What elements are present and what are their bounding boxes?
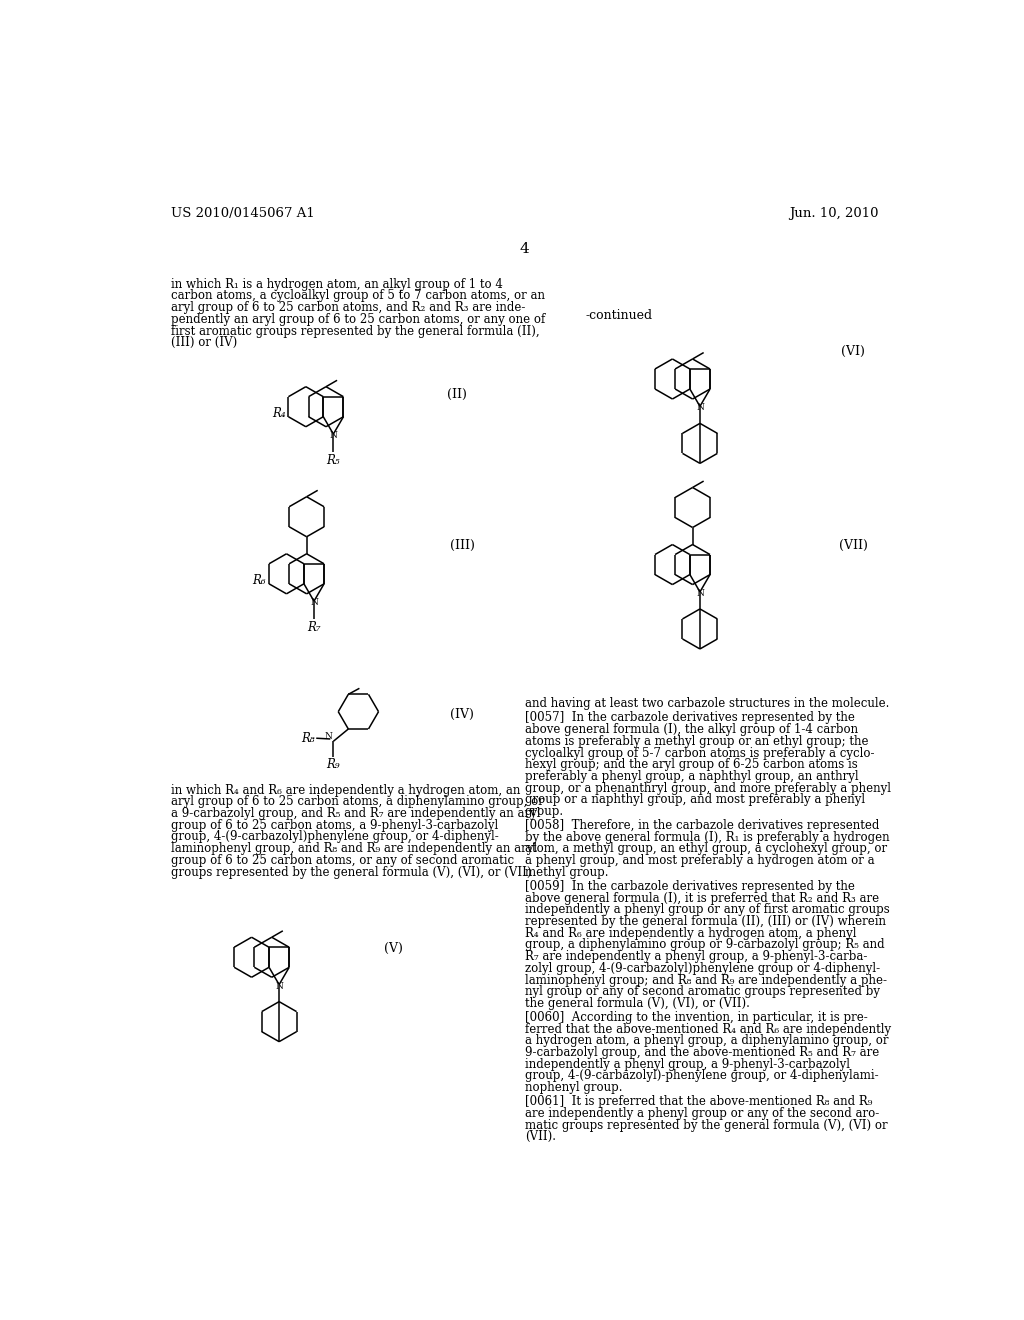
- Text: [0058]  Therefore, in the carbazole derivatives represented: [0058] Therefore, in the carbazole deriv…: [524, 820, 880, 832]
- Text: (III): (III): [450, 539, 474, 552]
- Text: 4: 4: [520, 242, 529, 256]
- Text: atoms is preferably a methyl group or an ethyl group; the: atoms is preferably a methyl group or an…: [524, 735, 868, 748]
- Text: are independently a phenyl group or any of the second aro-: are independently a phenyl group or any …: [524, 1107, 879, 1119]
- Text: methyl group.: methyl group.: [524, 866, 608, 879]
- Text: group of 6 to 25 carbon atoms, a 9-phenyl-3-carbazolyl: group of 6 to 25 carbon atoms, a 9-pheny…: [171, 818, 498, 832]
- Text: (II): (II): [447, 388, 467, 401]
- Text: Jun. 10, 2010: Jun. 10, 2010: [788, 207, 879, 220]
- Text: represented by the general formula (II), (III) or (IV) wherein: represented by the general formula (II),…: [524, 915, 886, 928]
- Text: R₅: R₅: [327, 454, 340, 466]
- Text: N: N: [275, 982, 283, 990]
- Text: [0060]  According to the invention, in particular, it is pre-: [0060] According to the invention, in pa…: [524, 1011, 867, 1024]
- Text: a 9-carbazolyl group, and R₅ and R₇ are independently an aryl: a 9-carbazolyl group, and R₅ and R₇ are …: [171, 807, 540, 820]
- Text: R₇: R₇: [307, 620, 321, 634]
- Text: N: N: [325, 731, 333, 741]
- Text: group, 4-(9-carbazolyl)phenylene group, or 4-diphenyl-: group, 4-(9-carbazolyl)phenylene group, …: [171, 830, 499, 843]
- Text: zolyl group, 4-(9-carbazolyl)phenylene group or 4-diphenyl-: zolyl group, 4-(9-carbazolyl)phenylene g…: [524, 962, 880, 974]
- Text: 9-carbazolyl group, and the above-mentioned R₅ and R₇ are: 9-carbazolyl group, and the above-mentio…: [524, 1045, 879, 1059]
- Text: matic groups represented by the general formula (V), (VI) or: matic groups represented by the general …: [524, 1118, 888, 1131]
- Text: R₆: R₆: [252, 574, 266, 587]
- Text: above general formula (I), the alkyl group of 1-4 carbon: above general formula (I), the alkyl gro…: [524, 723, 858, 737]
- Text: group, 4-(9-carbazolyl)-phenylene group, or 4-diphenylami-: group, 4-(9-carbazolyl)-phenylene group,…: [524, 1069, 879, 1082]
- Text: R₄ and R₆ are independently a hydrogen atom, a phenyl: R₄ and R₆ are independently a hydrogen a…: [524, 927, 856, 940]
- Text: (III) or (IV): (III) or (IV): [171, 337, 237, 350]
- Text: N: N: [310, 598, 317, 607]
- Text: R₄: R₄: [271, 407, 286, 420]
- Text: [0059]  In the carbazole derivatives represented by the: [0059] In the carbazole derivatives repr…: [524, 880, 855, 892]
- Text: by the above general formula (I), R₁ is preferably a hydrogen: by the above general formula (I), R₁ is …: [524, 830, 890, 843]
- Text: laminophenyl group, and R₈ and R₉ are independently an aryl: laminophenyl group, and R₈ and R₉ are in…: [171, 842, 537, 855]
- Text: the general formula (V), (VI), or (VII).: the general formula (V), (VI), or (VII).: [524, 997, 750, 1010]
- Text: (VII): (VII): [840, 539, 868, 552]
- Text: above general formula (I), it is preferred that R₂ and R₃ are: above general formula (I), it is preferr…: [524, 891, 879, 904]
- Text: preferably a phenyl group, a naphthyl group, an anthryl: preferably a phenyl group, a naphthyl gr…: [524, 770, 858, 783]
- Text: aryl group of 6 to 25 carbon atoms, and R₂ and R₃ are inde-: aryl group of 6 to 25 carbon atoms, and …: [171, 301, 525, 314]
- Text: first aromatic groups represented by the general formula (II),: first aromatic groups represented by the…: [171, 325, 540, 338]
- Text: in which R₁ is a hydrogen atom, an alkyl group of 1 to 4: in which R₁ is a hydrogen atom, an alkyl…: [171, 277, 503, 290]
- Text: pendently an aryl group of 6 to 25 carbon atoms, or any one of: pendently an aryl group of 6 to 25 carbo…: [171, 313, 545, 326]
- Text: (VI): (VI): [841, 345, 865, 358]
- Text: [0061]  It is preferred that the above-mentioned R₈ and R₉: [0061] It is preferred that the above-me…: [524, 1096, 872, 1109]
- Text: independently a phenyl group or any of first aromatic groups: independently a phenyl group or any of f…: [524, 903, 890, 916]
- Text: -continued: -continued: [586, 309, 652, 322]
- Text: group of 6 to 25 carbon atoms, or any of second aromatic: group of 6 to 25 carbon atoms, or any of…: [171, 854, 514, 867]
- Text: nyl group or any of second aromatic groups represented by: nyl group or any of second aromatic grou…: [524, 985, 880, 998]
- Text: group.: group.: [524, 805, 564, 818]
- Text: R₇ are independently a phenyl group, a 9-phenyl-3-carba-: R₇ are independently a phenyl group, a 9…: [524, 950, 867, 964]
- Text: in which R₄ and R₆ are independently a hydrogen atom, an: in which R₄ and R₆ are independently a h…: [171, 784, 520, 797]
- Text: R₈: R₈: [302, 731, 315, 744]
- Text: laminophenyl group; and R₈ and R₉ are independently a phe-: laminophenyl group; and R₈ and R₉ are in…: [524, 974, 887, 986]
- Text: group, a diphenylamino group or 9-carbazolyl group; R₅ and: group, a diphenylamino group or 9-carbaz…: [524, 939, 885, 952]
- Text: US 2010/0145067 A1: US 2010/0145067 A1: [171, 207, 314, 220]
- Text: atom, a methyl group, an ethyl group, a cyclohexyl group, or: atom, a methyl group, an ethyl group, a …: [524, 842, 887, 855]
- Text: group or a naphthyl group, and most preferably a phenyl: group or a naphthyl group, and most pref…: [524, 793, 865, 807]
- Text: hexyl group; and the aryl group of 6-25 carbon atoms is: hexyl group; and the aryl group of 6-25 …: [524, 758, 857, 771]
- Text: (V): (V): [384, 942, 402, 956]
- Text: (IV): (IV): [450, 708, 473, 721]
- Text: independently a phenyl group, a 9-phenyl-3-carbazolyl: independently a phenyl group, a 9-phenyl…: [524, 1057, 850, 1071]
- Text: (VII).: (VII).: [524, 1130, 556, 1143]
- Text: and having at least two carbazole structures in the molecule.: and having at least two carbazole struct…: [524, 697, 889, 710]
- Text: ferred that the above-mentioned R₄ and R₆ are independently: ferred that the above-mentioned R₄ and R…: [524, 1023, 891, 1036]
- Text: N: N: [696, 404, 703, 412]
- Text: a phenyl group, and most preferably a hydrogen atom or a: a phenyl group, and most preferably a hy…: [524, 854, 874, 867]
- Text: R₉: R₉: [327, 758, 340, 771]
- Text: nophenyl group.: nophenyl group.: [524, 1081, 623, 1094]
- Text: N: N: [330, 432, 337, 440]
- Text: a hydrogen atom, a phenyl group, a diphenylamino group, or: a hydrogen atom, a phenyl group, a diphe…: [524, 1035, 888, 1047]
- Text: carbon atoms, a cycloalkyl group of 5 to 7 carbon atoms, or an: carbon atoms, a cycloalkyl group of 5 to…: [171, 289, 545, 302]
- Text: N: N: [696, 589, 703, 598]
- Text: cycloalkyl group of 5-7 carbon atoms is preferably a cyclo-: cycloalkyl group of 5-7 carbon atoms is …: [524, 747, 874, 759]
- Text: [0057]  In the carbazole derivatives represented by the: [0057] In the carbazole derivatives repr…: [524, 711, 855, 725]
- Text: group, or a phenanthryl group, and more preferably a phenyl: group, or a phenanthryl group, and more …: [524, 781, 891, 795]
- Text: groups represented by the general formula (V), (VI), or (VII): groups represented by the general formul…: [171, 866, 531, 879]
- Text: aryl group of 6 to 25 carbon atoms, a diphenylamino group, or: aryl group of 6 to 25 carbon atoms, a di…: [171, 796, 544, 808]
